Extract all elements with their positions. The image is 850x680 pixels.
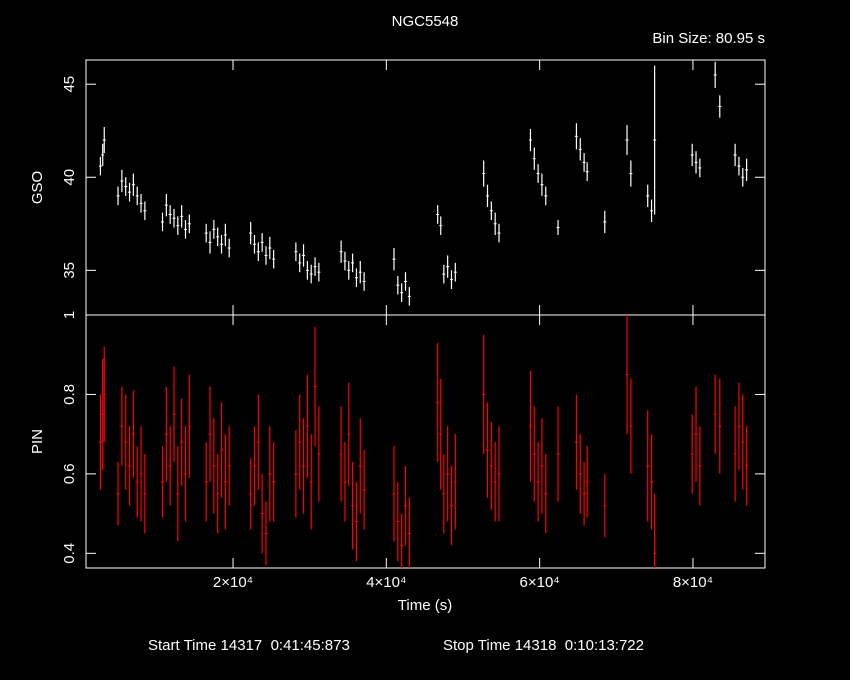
panel-frame <box>85 59 766 316</box>
stop-time: Stop Time 14318 0:10:13:722 <box>443 637 644 654</box>
y-tick-label: 1 <box>61 311 78 319</box>
y-axis-label: PIN <box>29 429 46 454</box>
y-tick-label: 40 <box>61 169 78 186</box>
y-tick-label: 0.6 <box>61 463 78 484</box>
y-tick-label: 45 <box>61 76 78 93</box>
start-time: Start Time 14317 0:41:45:873 <box>148 637 350 654</box>
chart-title: NGC5548 <box>392 13 459 30</box>
series <box>98 61 749 306</box>
y-tick-label: 0.8 <box>61 384 78 405</box>
x-tick-label: 4×10⁴ <box>366 574 406 591</box>
x-tick-label: 6×10⁴ <box>520 574 560 591</box>
bin-size: Bin Size: 80.95 s <box>652 30 765 47</box>
y-axis-label: GSO <box>29 171 46 204</box>
x-tick-label: 2×10⁴ <box>213 574 253 591</box>
y-tick-label: 35 <box>61 262 78 279</box>
series <box>98 315 749 568</box>
panel-frame <box>85 314 766 569</box>
x-axis-label: Time (s) <box>398 597 452 614</box>
y-tick-label: 0.4 <box>61 543 78 564</box>
x-tick-label: 8×10⁴ <box>673 574 713 591</box>
